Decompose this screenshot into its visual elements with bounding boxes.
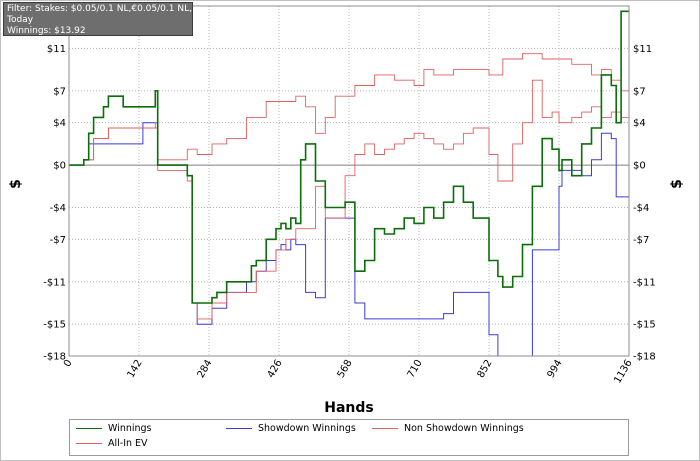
y-tick-label-left: -$15	[43, 320, 66, 331]
legend-swatch-showdown-winnings	[226, 428, 252, 429]
y-tick-label-left: $0	[53, 161, 66, 172]
y-tick-label-left: -$4	[50, 203, 66, 214]
filter-winnings-text: Winnings: $13.92	[7, 26, 86, 36]
series-line-winnings	[69, 10, 629, 304]
series-line-all-in-ev	[69, 79, 630, 320]
plot-area-border	[68, 5, 630, 357]
y-tick-label-left: -$11	[43, 277, 66, 288]
y-tick-label-right: $7	[633, 86, 646, 97]
legend-item-all-in-ev: All-In EV	[76, 438, 148, 449]
y-tick-label-left: -$7	[50, 235, 66, 246]
y-tick-label-right: -$11	[633, 277, 656, 288]
y-tick-label-right: $4	[633, 118, 646, 129]
filter-date-text: Today	[7, 15, 34, 25]
y-tick-label-right: -$15	[633, 320, 656, 331]
y-axis-label-right: $	[669, 179, 685, 189]
filter-stakes-text: Filter: Stakes: $0.05/0.1 NL,€0.05/0.1 N…	[7, 4, 192, 14]
y-tick-label-right: -$7	[633, 235, 649, 246]
y-tick-label-right: -$18	[633, 352, 656, 363]
y-tick-label-left: $4	[53, 118, 66, 129]
x-axis-label: Hands	[324, 400, 374, 416]
legend-item-non-showdown-winnings: Non Showdown Winnings	[372, 423, 524, 434]
y-tick-label-left: -$18	[43, 352, 66, 363]
series-layer	[69, 10, 630, 357]
y-tick-label-left: $11	[47, 44, 66, 55]
y-tick-label-right: $11	[633, 44, 652, 55]
y-tick-label-left: $7	[53, 86, 66, 97]
filter-info-box: Filter: Stakes: $0.05/0.1 NL,€0.05/0.1 N…	[3, 2, 193, 36]
y-axis-label-left: $	[8, 179, 24, 189]
y-tick-label-right: $0	[633, 161, 646, 172]
legend-item-winnings: Winnings	[76, 423, 152, 434]
legend-swatch-all-in-ev	[76, 443, 102, 444]
legend-swatch-winnings	[76, 428, 102, 429]
legend-label-showdown-winnings: Showdown Winnings	[258, 423, 356, 434]
legend-label-non-showdown-winnings: Non Showdown Winnings	[404, 423, 524, 434]
y-tick-label-right: -$4	[633, 203, 649, 214]
x-tick-label: 0	[62, 358, 75, 369]
legend-label-all-in-ev: All-In EV	[108, 438, 148, 449]
chart-legend: Winnings Showdown Winnings Non Showdown …	[69, 419, 629, 456]
grid-layer	[69, 6, 629, 357]
legend-label-winnings: Winnings	[108, 423, 152, 434]
legend-swatch-non-showdown-winnings	[372, 428, 398, 429]
legend-item-showdown-winnings: Showdown Winnings	[226, 423, 356, 434]
